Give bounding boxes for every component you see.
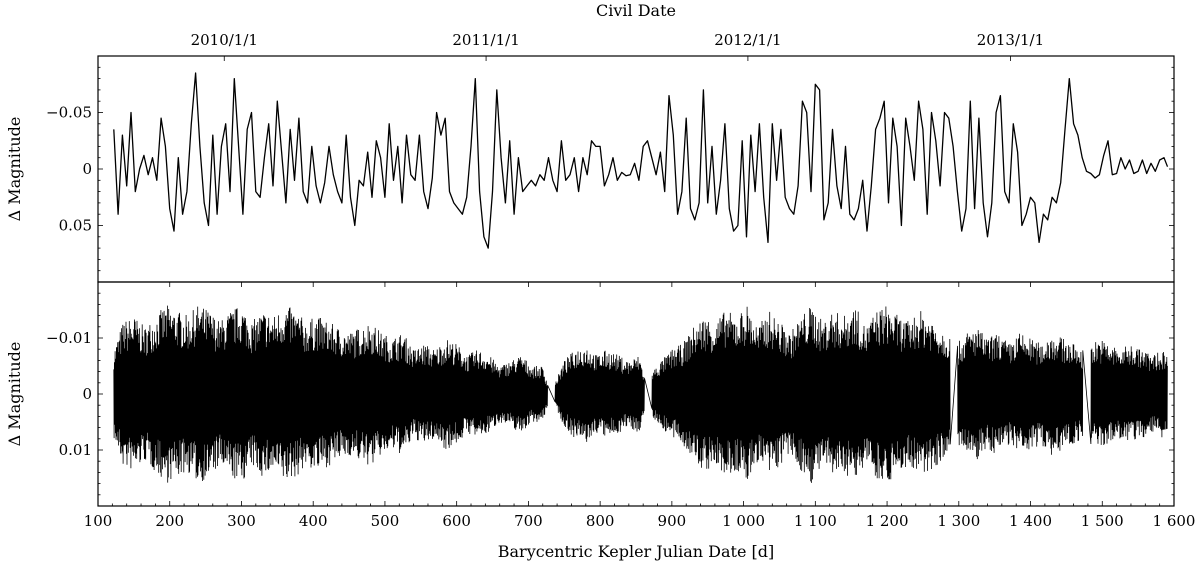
top-light-curve	[113, 72, 1169, 249]
x-tick-label: 100	[84, 512, 113, 530]
x-tick-label: 1 100	[794, 512, 837, 530]
x-tick-label: 200	[155, 512, 184, 530]
civil-date-label: 2010/1/1	[191, 31, 258, 49]
civil-date-label: 2013/1/1	[977, 31, 1044, 49]
top-y-tick-label: −0.05	[46, 104, 92, 122]
x-tick-label: 1 300	[937, 512, 980, 530]
x-tick-label: 1 400	[1009, 512, 1052, 530]
x-tick-label: 1 200	[866, 512, 909, 530]
x-tick-label: 600	[442, 512, 471, 530]
top-axis-title: Civil Date	[596, 1, 676, 20]
x-tick-label: 1 500	[1081, 512, 1124, 530]
bottom-pulsation-signal	[113, 305, 1168, 483]
x-tick-label: 800	[586, 512, 615, 530]
top-y-tick-label: 0	[82, 160, 92, 178]
x-axis-title: Barycentric Kepler Julian Date [d]	[498, 542, 774, 561]
top-y-axis: −0.05 0 0.05	[46, 66, 1174, 272]
top-panel: −0.05 0 0.05 2010/1/1 2011/1/1 2012/1/1 2013/…	[46, 31, 1175, 283]
bottom-panel: −0.01 0 0.01 100 200 300 400 500 600 700 800 900 1 …	[46, 281, 1196, 530]
x-tick-label: 1 600	[1153, 512, 1196, 530]
top-y-axis-title: Δ Magnitude	[5, 117, 24, 222]
bottom-y-tick-label: −0.01	[46, 329, 92, 347]
bottom-y-axis: −0.01 0 0.01	[46, 292, 1174, 496]
x-tick-label: 700	[514, 512, 543, 530]
x-tick-label: 1 000	[722, 512, 765, 530]
x-tick-label: 500	[371, 512, 400, 530]
bottom-y-tick-label: 0.01	[59, 441, 92, 459]
civil-date-label: 2011/1/1	[452, 31, 519, 49]
civil-date-label: 2012/1/1	[714, 31, 781, 49]
top-y-tick-label: 0.05	[59, 217, 92, 235]
x-tick-label: 300	[227, 512, 256, 530]
x-tick-label: 400	[299, 512, 328, 530]
civil-date-axis: 2010/1/1 2011/1/1 2012/1/1 2013/1/1	[191, 31, 1044, 61]
x-axis: 100 200 300 400 500 600 700 800 900 1 000 1 100 1 2…	[84, 282, 1196, 530]
bottom-y-tick-label: 0	[82, 385, 92, 403]
x-tick-label: 900	[658, 512, 687, 530]
bottom-y-axis-title: Δ Magnitude	[5, 342, 24, 447]
